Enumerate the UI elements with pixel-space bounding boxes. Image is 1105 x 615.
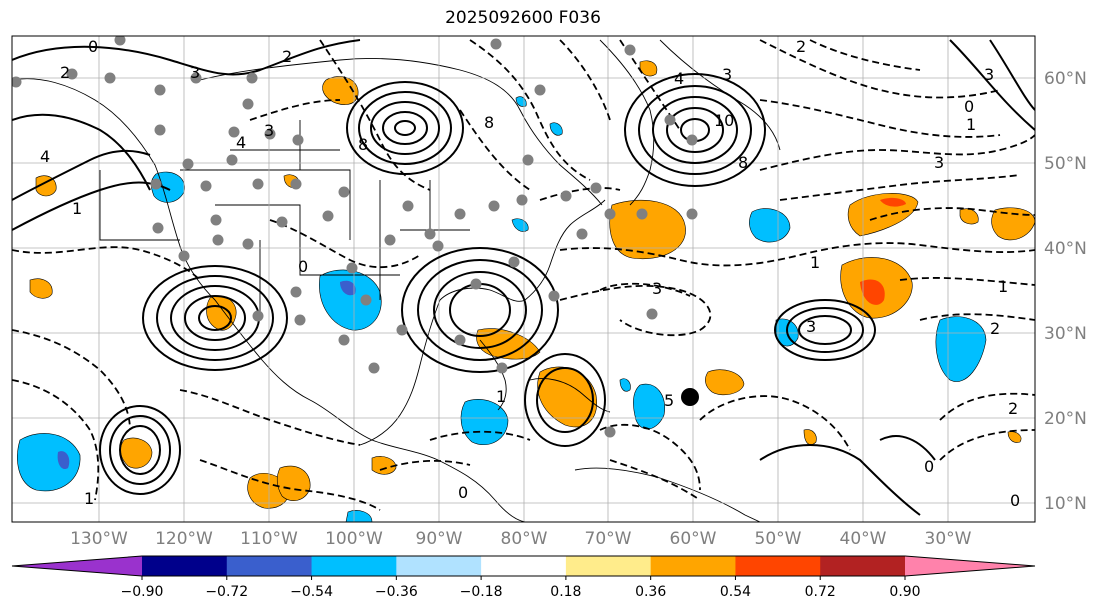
colorbar-segment	[396, 556, 481, 576]
colorbar-tick-label: 0.72	[805, 584, 836, 600]
longitude-label: 50°W	[755, 529, 802, 549]
longitude-label: 100°W	[325, 529, 383, 549]
longitude-label: 60°W	[670, 529, 717, 549]
contour-label: 3	[264, 121, 274, 140]
colorbar-tick-label: −0.18	[460, 584, 503, 600]
contour-label: 1	[84, 489, 94, 508]
colorbar-segment	[566, 556, 651, 576]
contour-label: 10	[714, 111, 734, 130]
longitude-label: 90°W	[416, 529, 463, 549]
latitude-label: 10°N	[1044, 494, 1087, 514]
colorbar-segment	[820, 556, 905, 576]
colorbar-tick-label: 0.36	[635, 584, 666, 600]
contour-label: 3	[722, 65, 732, 84]
contour-label: 2	[796, 37, 806, 56]
contour-label: 1	[496, 387, 506, 406]
longitude-label: 40°W	[840, 529, 887, 549]
longitude-label: 130°W	[70, 529, 128, 549]
colorbar-tick-label: −0.90	[121, 584, 164, 600]
contour-label: 3	[652, 279, 662, 298]
contour-label: 2	[282, 47, 292, 66]
colorbar-segment	[651, 556, 736, 576]
colorbar-extension-low	[12, 556, 142, 576]
longitude-label: 110°W	[240, 529, 298, 549]
colorbar: −0.90 −0.72 −0.54 −0.36 −0.18 0.18 0.36 0.54 0.7…	[12, 556, 1035, 600]
colorbar-segment	[735, 556, 820, 576]
contour-label: 4	[674, 69, 684, 88]
contour-label: 0	[88, 37, 98, 56]
contour-label: 0	[458, 483, 468, 502]
contour-label: 3	[806, 317, 816, 336]
map-panel: 0 2 3 4 1 2 3 4 8 0 4 3 10 8 3 1 3 0 2 3…	[11, 35, 1036, 523]
longitude-axis: 130°W 120°W 110°W 100°W 90°W 80°W 70°W 6…	[70, 529, 972, 549]
latitude-label: 20°N	[1044, 409, 1087, 429]
latitude-label: 40°N	[1044, 239, 1087, 259]
longitude-label: 70°W	[585, 529, 632, 549]
latitude-label: 60°N	[1044, 69, 1087, 89]
contour-label: 0	[964, 97, 974, 116]
contour-label: 3	[190, 63, 200, 82]
storm-center-marker	[681, 388, 699, 406]
contour-label: 0	[924, 457, 934, 476]
colorbar-tick-label: 0.90	[889, 584, 920, 600]
latitude-axis: 60°N 50°N 40°N 30°N 20°N 10°N	[1044, 69, 1087, 514]
colorbar-extension-high	[905, 556, 1035, 576]
longitude-label: 80°W	[501, 529, 548, 549]
contour-label: 3	[984, 65, 994, 84]
colorbar-segment	[227, 556, 312, 576]
colorbar-tick-label: 0.18	[550, 584, 581, 600]
contour-label: 4	[40, 147, 50, 166]
contour-label: 2	[990, 319, 1000, 338]
colorbar-segment	[312, 556, 397, 576]
contour-label: 1	[810, 253, 820, 272]
contour-label: 1	[966, 115, 976, 134]
contour-label: 0	[298, 257, 308, 276]
contour-label: 8	[358, 135, 368, 154]
contour-label: 2	[1008, 399, 1018, 418]
longitude-label: 30°W	[925, 529, 972, 549]
contour-label: 5	[664, 391, 674, 410]
colorbar-segment	[481, 556, 566, 576]
colorbar-tick-label: −0.36	[375, 584, 418, 600]
contour-label: 0	[1010, 491, 1020, 510]
contour-label: 1	[998, 277, 1008, 296]
latitude-label: 30°N	[1044, 324, 1087, 344]
colorbar-tick-label: 0.54	[720, 584, 751, 600]
colorbar-tick-label: −0.54	[290, 584, 333, 600]
contour-label: 8	[484, 113, 494, 132]
contour-label: 4	[236, 133, 246, 152]
latitude-label: 50°N	[1044, 154, 1087, 174]
contour-label: 2	[60, 63, 70, 82]
colorbar-tick-label: −0.72	[205, 584, 248, 600]
longitude-label: 120°W	[155, 529, 213, 549]
colorbar-segment	[142, 556, 227, 576]
contour-label: 3	[934, 153, 944, 172]
contour-label: 1	[72, 199, 82, 218]
contour-label: 8	[738, 153, 748, 172]
